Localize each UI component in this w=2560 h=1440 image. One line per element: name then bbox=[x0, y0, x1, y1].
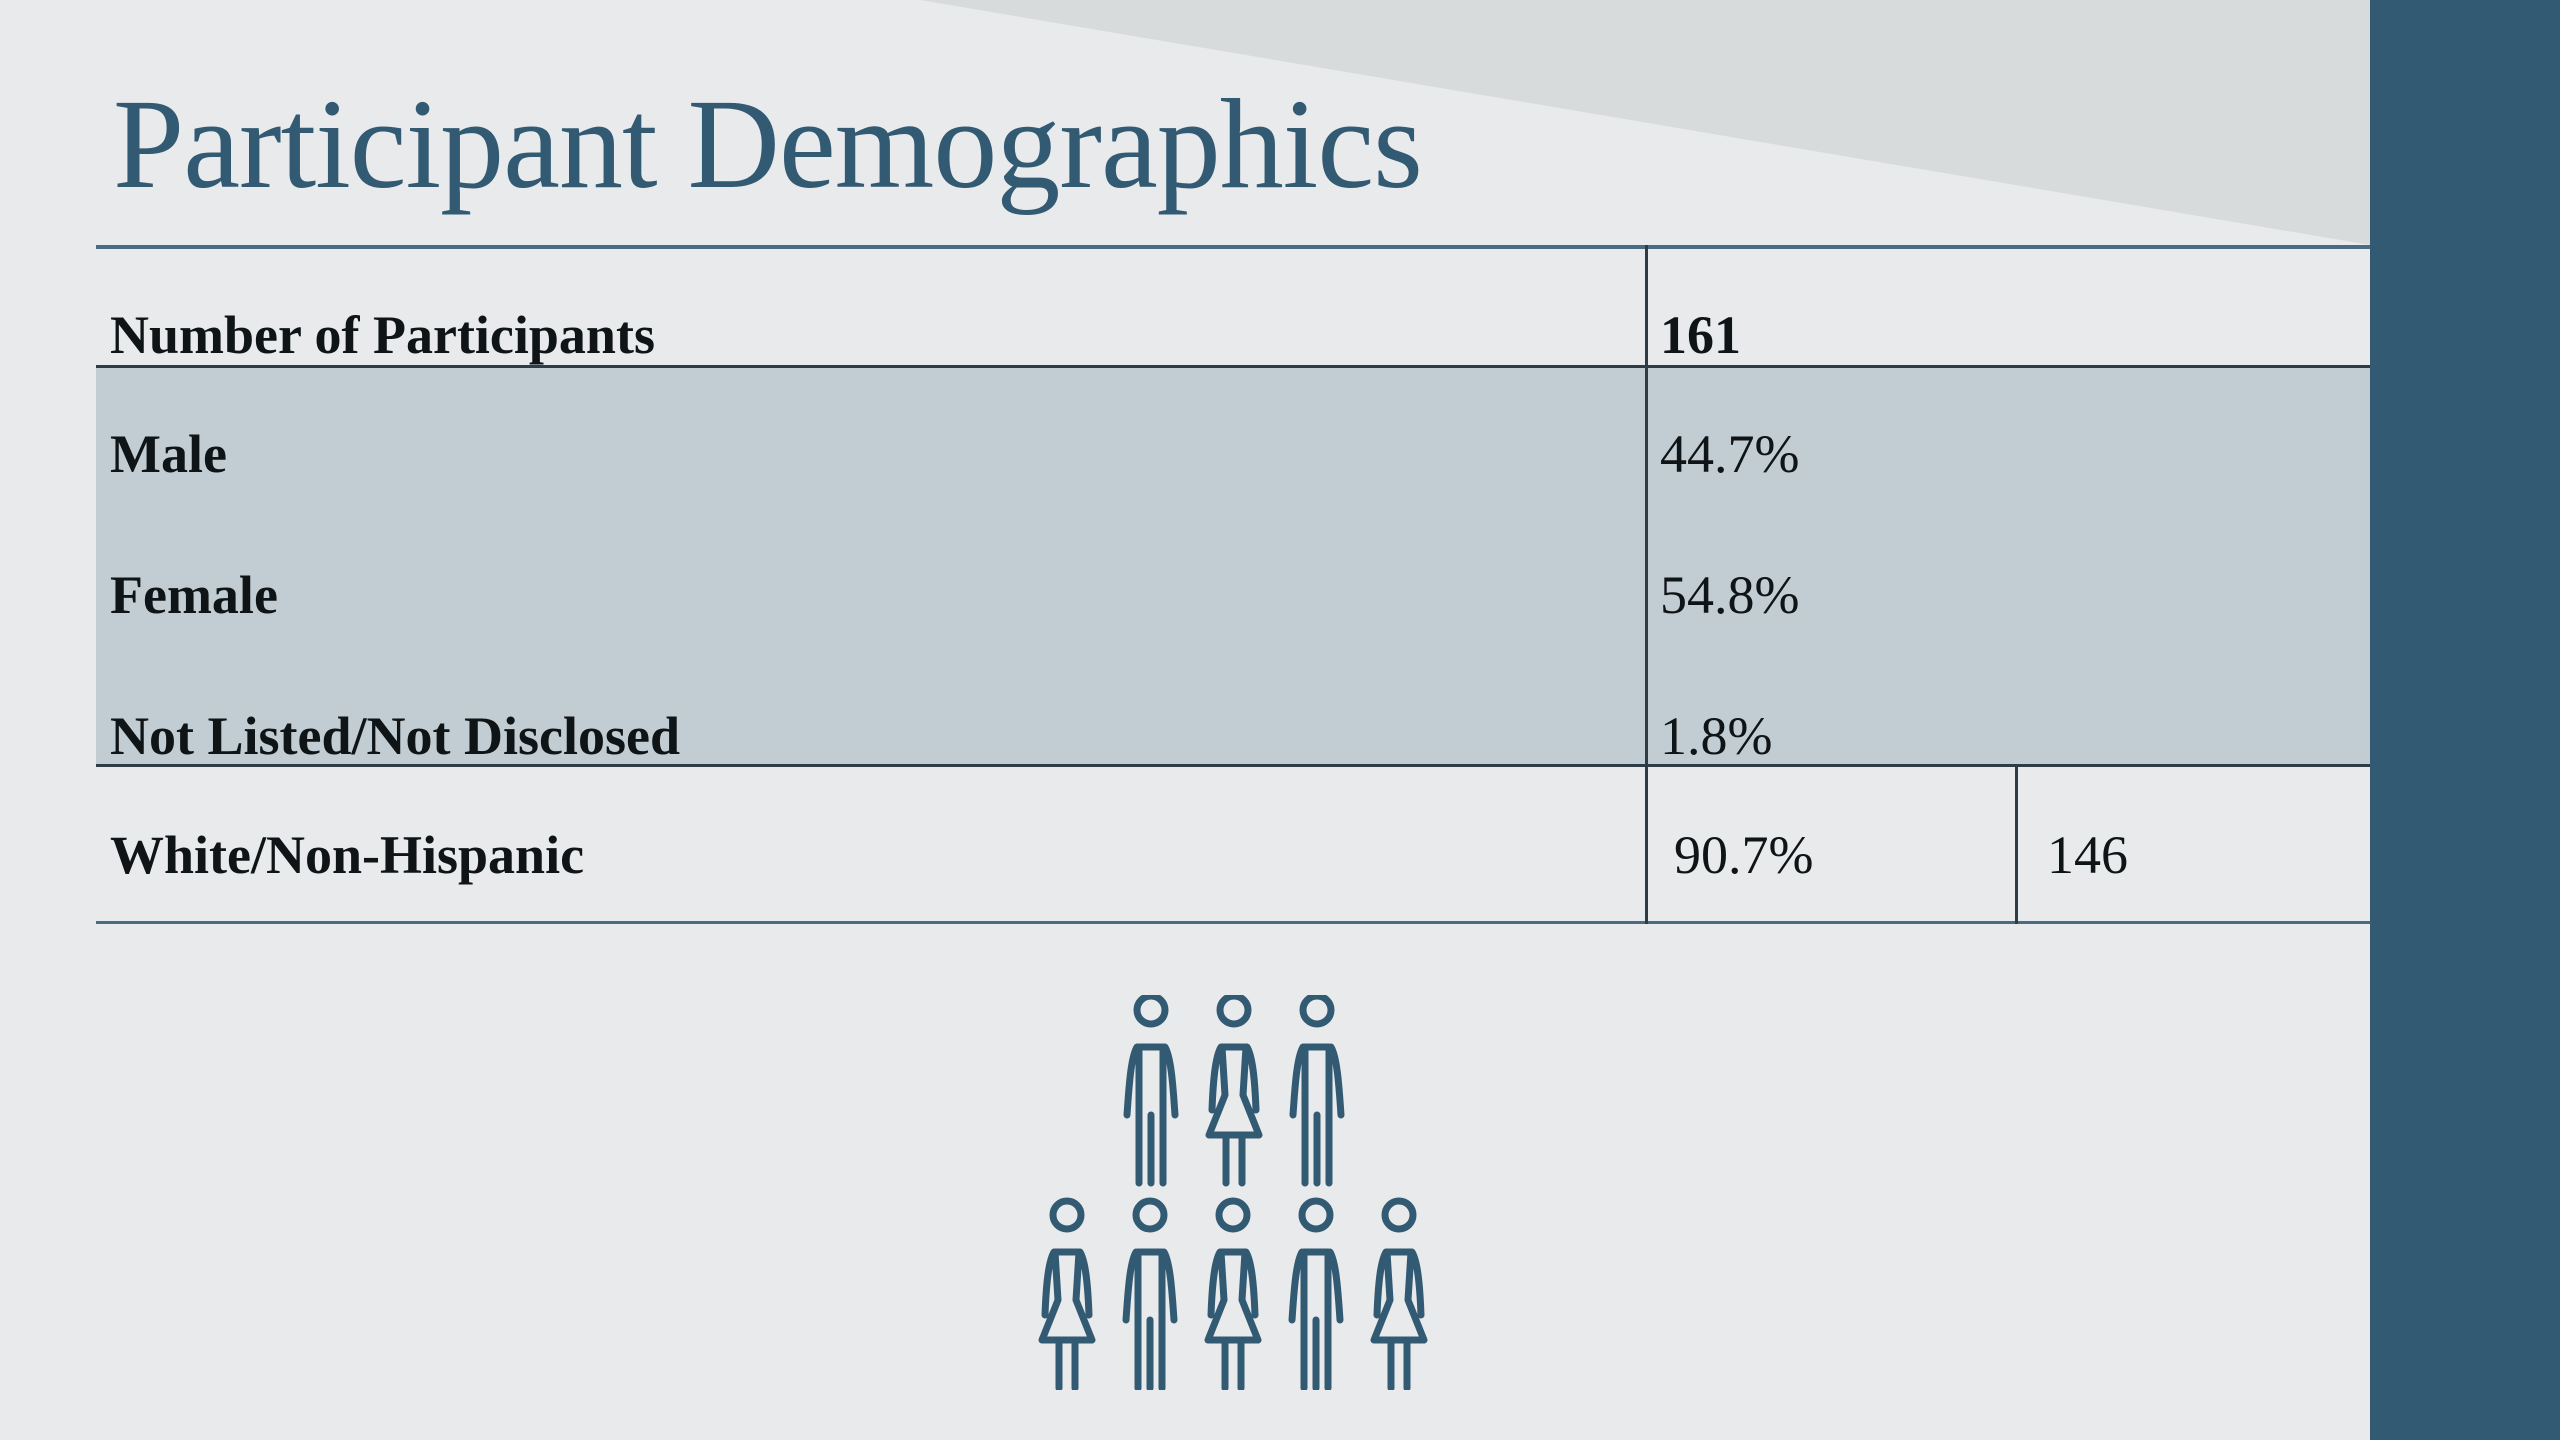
gender-divider bbox=[96, 764, 2370, 767]
background-wedge bbox=[920, 0, 2370, 245]
column-divider bbox=[1645, 245, 1648, 924]
demographics-table: Number of Participants 161 Male 44.7% Fe… bbox=[96, 245, 2370, 925]
ethnicity-label: White/Non-Hispanic bbox=[110, 825, 585, 885]
group-of-people-icon bbox=[1020, 995, 1440, 1390]
woman-figure-icon bbox=[1208, 1201, 1258, 1388]
ethnicity-count: 146 bbox=[2047, 825, 2128, 885]
not-listed-percent: 1.8% bbox=[1660, 706, 1773, 766]
man-figure-icon bbox=[1126, 1201, 1174, 1388]
not-listed-label: Not Listed/Not Disclosed bbox=[110, 706, 680, 766]
table-bottom-rule bbox=[96, 921, 2370, 924]
man-figure-icon bbox=[1293, 996, 1341, 1183]
woman-figure-icon bbox=[1042, 1201, 1092, 1388]
page-title: Participant Demographics bbox=[113, 73, 1423, 215]
male-percent: 44.7% bbox=[1660, 424, 1800, 484]
header-divider bbox=[96, 365, 2370, 368]
man-figure-icon bbox=[1292, 1201, 1340, 1388]
accent-side-bar bbox=[2370, 0, 2560, 1440]
count-column-divider bbox=[2015, 765, 2018, 924]
participants-count: 161 bbox=[1660, 305, 1741, 365]
woman-figure-icon bbox=[1209, 996, 1259, 1183]
female-label: Female bbox=[110, 565, 278, 625]
participants-label: Number of Participants bbox=[110, 305, 655, 365]
gender-rows-shading bbox=[96, 367, 2370, 765]
male-label: Male bbox=[110, 424, 227, 484]
ethnicity-percent: 90.7% bbox=[1674, 825, 1814, 885]
woman-figure-icon bbox=[1374, 1201, 1424, 1388]
female-percent: 54.8% bbox=[1660, 565, 1800, 625]
table-top-rule bbox=[96, 245, 2370, 249]
man-figure-icon bbox=[1127, 996, 1175, 1183]
